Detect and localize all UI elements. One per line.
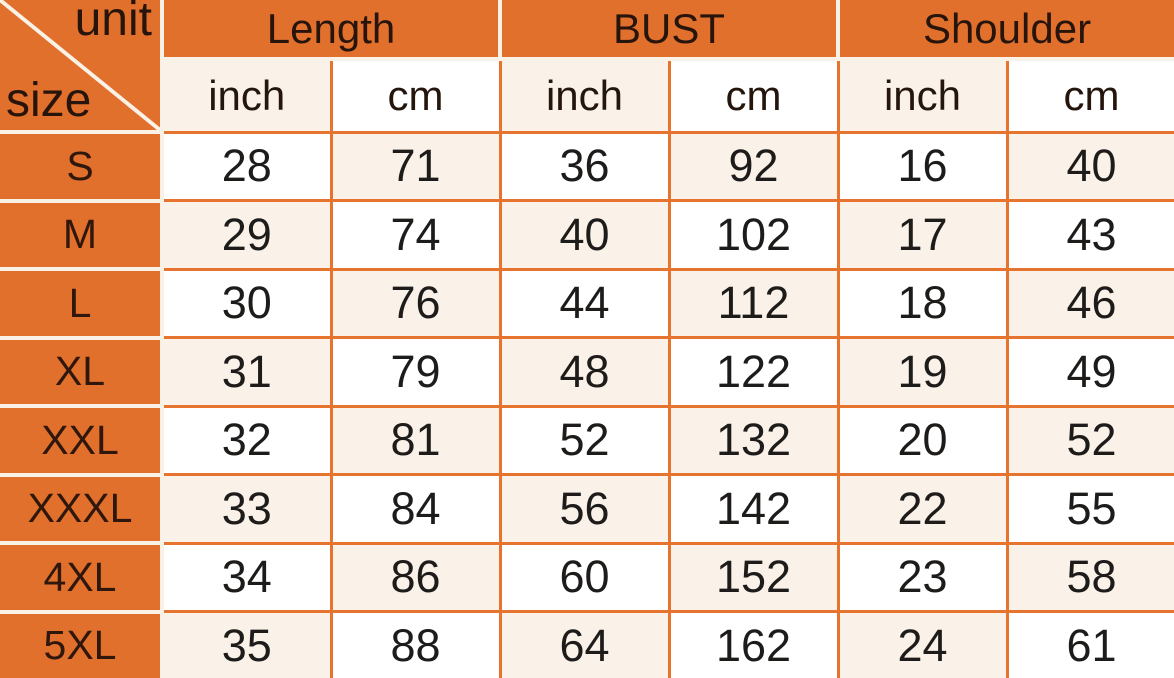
size-label: S (0, 130, 164, 203)
value-cell: 33 (160, 473, 333, 545)
table-row-l: L 30 76 44 112 18 46 (0, 267, 1174, 340)
size-label: L (0, 267, 164, 340)
value-cell: 52 (1005, 404, 1174, 476)
value-cell: 20 (836, 404, 1009, 476)
value-cell: 43 (1005, 199, 1174, 271)
value-cell: 44 (498, 267, 671, 339)
header-row: unit size Length BUST Shoulder (0, 0, 1174, 134)
value-cell: 29 (160, 199, 333, 271)
subheader-shoulder-inch: inch (836, 57, 1009, 134)
diagonal-divider (0, 0, 160, 130)
value-cell: 32 (160, 404, 333, 476)
value-cell: 40 (1005, 130, 1174, 202)
table-row-5xl: 5XL 35 88 64 162 24 61 (0, 609, 1174, 678)
value-cell: 16 (836, 130, 1009, 202)
value-cell: 88 (329, 610, 502, 678)
value-cell: 162 (667, 610, 840, 678)
size-label: 4XL (0, 541, 164, 614)
value-cell: 58 (1005, 541, 1174, 613)
value-cell: 22 (836, 473, 1009, 545)
header-length: Length (160, 0, 502, 61)
value-cell: 24 (836, 610, 1009, 678)
value-cell: 23 (836, 541, 1009, 613)
value-cell: 35 (160, 610, 333, 678)
value-cell: 84 (329, 473, 502, 545)
subheader-length-cm: cm (329, 57, 502, 134)
value-cell: 30 (160, 267, 333, 339)
value-cell: 49 (1005, 336, 1174, 408)
subheader-bust-cm: cm (667, 57, 840, 134)
value-cell: 76 (329, 267, 502, 339)
value-cell: 56 (498, 473, 671, 545)
value-cell: 86 (329, 541, 502, 613)
value-cell: 55 (1005, 473, 1174, 545)
corner-unit-label: unit (74, 0, 152, 46)
value-cell: 102 (667, 199, 840, 271)
subheader-bust-inch: inch (498, 57, 671, 134)
value-cell: 142 (667, 473, 840, 545)
header-bust: BUST (498, 0, 840, 61)
value-cell: 18 (836, 267, 1009, 339)
value-cell: 46 (1005, 267, 1174, 339)
table-row-xxxl: XXXL 33 84 56 142 22 55 (0, 472, 1174, 545)
value-cell: 81 (329, 404, 502, 476)
size-label: XXXL (0, 472, 164, 545)
value-cell: 71 (329, 130, 502, 202)
subheader-length-inch: inch (160, 57, 333, 134)
value-cell: 132 (667, 404, 840, 476)
table-row-4xl: 4XL 34 86 60 152 23 58 (0, 541, 1174, 614)
value-cell: 17 (836, 199, 1009, 271)
value-cell: 122 (667, 336, 840, 408)
value-cell: 79 (329, 336, 502, 408)
corner-size-label: size (6, 74, 92, 128)
value-cell: 34 (160, 541, 333, 613)
size-label: M (0, 198, 164, 271)
subheader-shoulder-cm: cm (1005, 57, 1174, 134)
table-row-m: M 29 74 40 102 17 43 (0, 198, 1174, 271)
subheader-row: inch cm inch cm inch cm (0, 57, 1174, 134)
value-cell: 64 (498, 610, 671, 678)
value-cell: 40 (498, 199, 671, 271)
value-cell: 61 (1005, 610, 1174, 678)
table-row-s: S 28 71 36 92 16 40 (0, 130, 1174, 203)
corner-cell: unit size (0, 0, 164, 134)
value-cell: 36 (498, 130, 671, 202)
header-shoulder: Shoulder (836, 0, 1174, 61)
size-label: XL (0, 335, 164, 408)
size-label: 5XL (0, 609, 164, 678)
value-cell: 152 (667, 541, 840, 613)
value-cell: 28 (160, 130, 333, 202)
value-cell: 48 (498, 336, 671, 408)
value-cell: 60 (498, 541, 671, 613)
size-label: XXL (0, 404, 164, 477)
value-cell: 31 (160, 336, 333, 408)
table-row-xxl: XXL 32 81 52 132 20 52 (0, 404, 1174, 477)
table-row-xl: XL 31 79 48 122 19 49 (0, 335, 1174, 408)
value-cell: 52 (498, 404, 671, 476)
value-cell: 112 (667, 267, 840, 339)
value-cell: 92 (667, 130, 840, 202)
value-cell: 74 (329, 199, 502, 271)
value-cell: 19 (836, 336, 1009, 408)
